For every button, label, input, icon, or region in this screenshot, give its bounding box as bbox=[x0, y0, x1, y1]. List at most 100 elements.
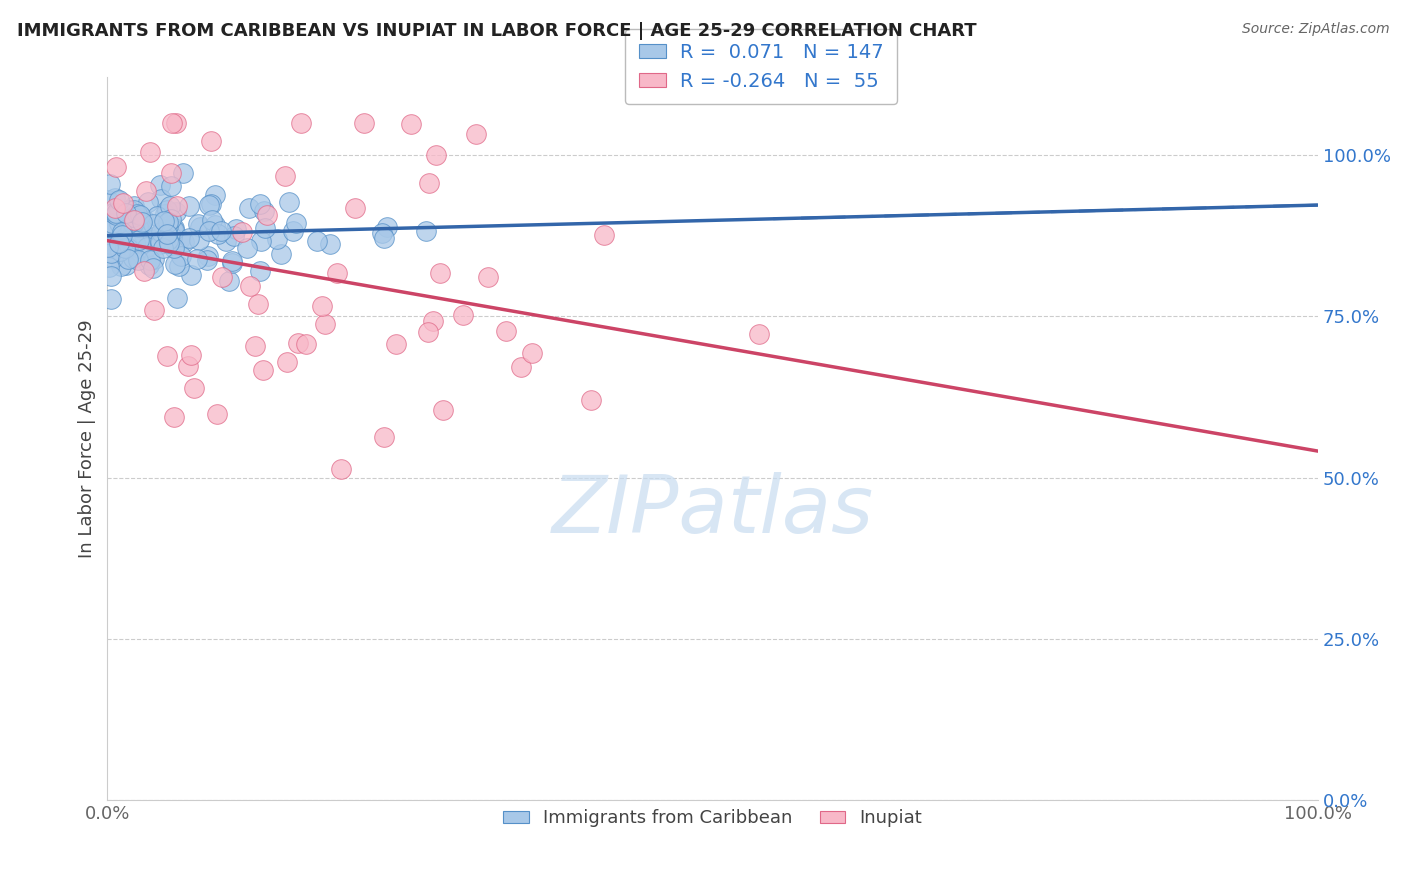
Point bbox=[104, 160, 127, 174]
Point bbox=[163, 409, 186, 424]
Point bbox=[225, 222, 247, 236]
Point bbox=[239, 279, 262, 293]
Point bbox=[135, 239, 157, 253]
Point bbox=[117, 241, 139, 255]
Point bbox=[115, 205, 138, 219]
Point bbox=[201, 213, 224, 227]
Point bbox=[152, 241, 174, 255]
Point bbox=[581, 393, 603, 408]
Point bbox=[250, 234, 273, 248]
Point bbox=[98, 177, 121, 191]
Point bbox=[122, 236, 145, 251]
Point bbox=[198, 198, 221, 212]
Point bbox=[295, 336, 318, 351]
Point bbox=[110, 242, 132, 256]
Point bbox=[98, 236, 121, 251]
Point bbox=[162, 115, 184, 129]
Point bbox=[325, 266, 347, 280]
Point bbox=[249, 197, 271, 211]
Point bbox=[97, 240, 120, 254]
Point bbox=[108, 217, 131, 231]
Point bbox=[205, 407, 228, 421]
Point bbox=[124, 214, 146, 228]
Point bbox=[141, 233, 163, 247]
Point bbox=[451, 309, 474, 323]
Point bbox=[153, 214, 176, 228]
Point bbox=[156, 203, 179, 218]
Point bbox=[429, 266, 451, 280]
Point bbox=[180, 348, 202, 362]
Point bbox=[274, 169, 297, 183]
Point bbox=[198, 224, 221, 238]
Point bbox=[172, 165, 194, 179]
Point bbox=[100, 245, 122, 260]
Point bbox=[111, 227, 134, 242]
Point bbox=[149, 178, 172, 192]
Point bbox=[114, 241, 136, 255]
Point bbox=[166, 199, 188, 213]
Legend: Immigrants from Caribbean, Inupiat: Immigrants from Caribbean, Inupiat bbox=[496, 802, 929, 835]
Point bbox=[129, 208, 152, 222]
Point bbox=[100, 292, 122, 306]
Point bbox=[307, 234, 329, 248]
Point bbox=[143, 252, 166, 266]
Point bbox=[131, 211, 153, 226]
Point bbox=[252, 363, 274, 377]
Point bbox=[124, 213, 146, 227]
Point bbox=[153, 221, 176, 235]
Point bbox=[284, 216, 307, 230]
Point bbox=[156, 227, 179, 241]
Point bbox=[266, 232, 288, 246]
Point bbox=[138, 252, 160, 267]
Point bbox=[153, 207, 176, 221]
Point bbox=[186, 252, 208, 267]
Point bbox=[510, 359, 533, 374]
Point bbox=[125, 219, 148, 233]
Point bbox=[160, 179, 183, 194]
Point bbox=[166, 291, 188, 305]
Point bbox=[136, 194, 159, 209]
Point bbox=[748, 326, 770, 341]
Point bbox=[127, 252, 149, 267]
Point bbox=[290, 115, 312, 129]
Point bbox=[148, 235, 170, 250]
Point bbox=[105, 239, 128, 253]
Point bbox=[187, 217, 209, 231]
Point bbox=[287, 335, 309, 350]
Point bbox=[211, 269, 233, 284]
Point bbox=[495, 324, 517, 338]
Point bbox=[221, 256, 243, 270]
Point bbox=[231, 225, 253, 239]
Point bbox=[236, 241, 259, 255]
Point bbox=[311, 299, 333, 313]
Point bbox=[432, 403, 454, 417]
Point bbox=[101, 205, 124, 219]
Point bbox=[177, 199, 200, 213]
Point bbox=[108, 236, 131, 251]
Point bbox=[134, 264, 156, 278]
Point bbox=[416, 326, 439, 340]
Point bbox=[330, 462, 353, 476]
Point bbox=[373, 430, 395, 444]
Point bbox=[344, 201, 367, 215]
Y-axis label: In Labor Force | Age 25-29: In Labor Force | Age 25-29 bbox=[79, 319, 96, 558]
Point bbox=[215, 234, 238, 248]
Point bbox=[117, 252, 139, 266]
Point bbox=[121, 251, 143, 265]
Point bbox=[121, 236, 143, 251]
Point bbox=[156, 349, 179, 363]
Point bbox=[138, 258, 160, 272]
Point bbox=[149, 236, 172, 251]
Point bbox=[195, 252, 218, 267]
Point bbox=[128, 213, 150, 227]
Point bbox=[146, 228, 169, 243]
Point bbox=[522, 346, 544, 360]
Point bbox=[148, 234, 170, 248]
Point bbox=[146, 209, 169, 223]
Point bbox=[593, 228, 616, 243]
Point bbox=[163, 257, 186, 271]
Point bbox=[103, 251, 125, 265]
Point bbox=[98, 260, 121, 275]
Point bbox=[132, 228, 155, 243]
Point bbox=[125, 213, 148, 227]
